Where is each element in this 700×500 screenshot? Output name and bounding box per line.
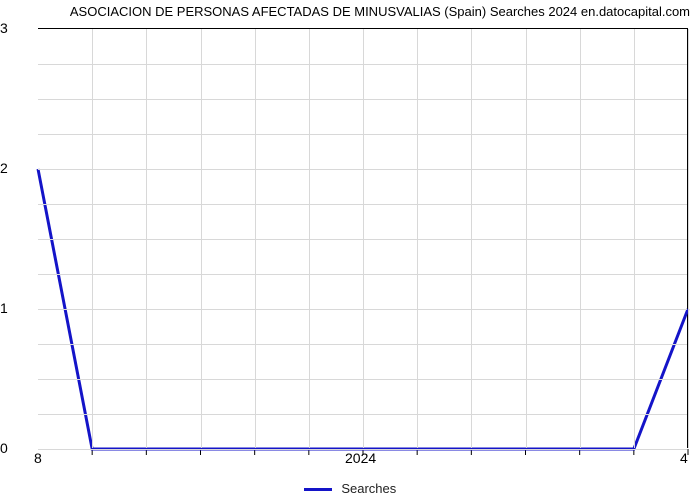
legend-label: Searches <box>341 481 396 496</box>
grid-v <box>688 29 689 448</box>
xtick-left: 8 <box>34 450 42 466</box>
plot-area <box>38 28 688 448</box>
grid-h <box>38 64 687 65</box>
grid-h <box>38 204 687 205</box>
ytick-0: 0 <box>0 440 34 456</box>
grid-h <box>38 449 687 450</box>
grid-h <box>38 169 687 170</box>
grid-h <box>38 379 687 380</box>
grid-h <box>38 309 687 310</box>
grid-h <box>38 414 687 415</box>
legend-swatch <box>304 488 332 491</box>
chart-container: ASOCIACION DE PERSONAS AFECTADAS DE MINU… <box>0 0 700 500</box>
chart-title: ASOCIACION DE PERSONAS AFECTADAS DE MINU… <box>0 4 690 19</box>
grid-h <box>38 344 687 345</box>
grid-h <box>38 239 687 240</box>
xaxis-center-label: 2024 <box>345 450 376 466</box>
legend: Searches <box>0 481 700 496</box>
xtick-right: 4 <box>680 450 688 466</box>
grid-h <box>38 134 687 135</box>
grid-h <box>38 274 687 275</box>
ytick-2: 2 <box>0 160 34 176</box>
ytick-1: 1 <box>0 300 34 316</box>
ytick-3: 3 <box>0 20 34 36</box>
grid-h <box>38 99 687 100</box>
